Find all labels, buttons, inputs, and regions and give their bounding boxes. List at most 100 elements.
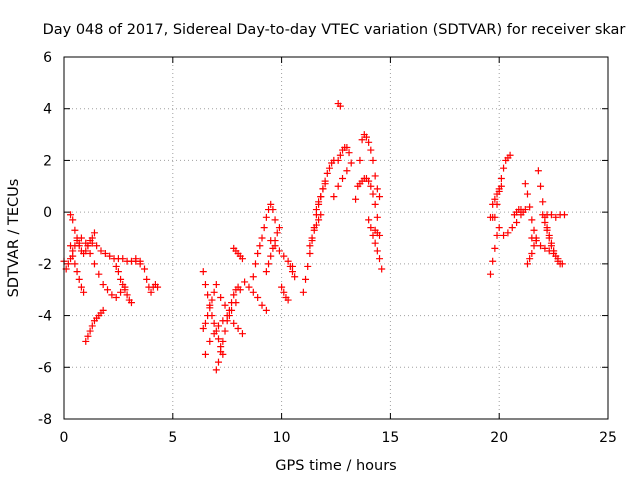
data-point (212, 366, 220, 374)
data-point (221, 327, 229, 335)
data-point (532, 237, 540, 245)
data-point (267, 200, 275, 208)
data-point (526, 255, 534, 263)
data-point (217, 348, 225, 356)
data-point (284, 257, 292, 265)
data-point (302, 275, 310, 283)
series-arc-29 (365, 216, 386, 273)
data-point (77, 283, 85, 291)
data-point (127, 299, 135, 307)
data-point (251, 260, 259, 268)
data-point (136, 260, 144, 268)
data-point (286, 262, 294, 270)
data-point (347, 159, 355, 167)
data-point (506, 151, 514, 159)
series-arc-25 (330, 159, 355, 201)
data-point (500, 231, 508, 239)
data-point (86, 250, 94, 258)
data-point (334, 182, 342, 190)
data-point (249, 273, 257, 281)
data-point (339, 175, 347, 183)
data-point (254, 293, 262, 301)
chart-title: Day 048 of 2017, Sidereal Day-to-day VTE… (43, 22, 626, 38)
data-point (223, 317, 231, 325)
data-point (495, 224, 503, 232)
data-point (90, 229, 98, 237)
data-point (80, 288, 88, 296)
data-point (225, 312, 233, 320)
x-tick-label: 15 (381, 430, 399, 446)
data-point (325, 164, 333, 172)
data-point (369, 231, 377, 239)
series-arc-37 (523, 237, 540, 268)
data-point (376, 193, 384, 201)
data-point (143, 275, 151, 283)
series-arc-28 (356, 175, 381, 221)
data-point (317, 211, 325, 219)
data-point (249, 288, 257, 296)
data-point (491, 244, 499, 252)
data-point (262, 306, 270, 314)
data-point (545, 234, 553, 242)
data-point (73, 234, 81, 242)
data-point (86, 327, 94, 335)
data-point (201, 350, 209, 358)
data-point (308, 234, 316, 242)
data-point (254, 250, 262, 258)
data-point (284, 296, 292, 304)
data-point (547, 242, 555, 250)
data-point (323, 169, 331, 177)
data-point (528, 234, 536, 242)
data-point (204, 312, 212, 320)
data-point (108, 291, 116, 299)
data-point (204, 291, 212, 299)
data-point (373, 213, 381, 221)
series-arc-26 (334, 144, 353, 164)
data-point (271, 242, 279, 250)
x-tick-label: 5 (168, 430, 177, 446)
data-point (560, 211, 568, 219)
axis-ticks: 0 5 10 15 20 25 -8 -6 -4 -2 0 2 4 6 (38, 50, 617, 446)
series-arc-21 (299, 156, 338, 296)
series-arc-33 (489, 182, 505, 208)
data-point (67, 242, 75, 250)
data-point (84, 242, 92, 250)
data-point (141, 265, 149, 273)
data-point (82, 337, 90, 345)
data-point (262, 213, 270, 221)
data-point (71, 226, 79, 234)
data-point (315, 198, 323, 206)
data-point (67, 211, 75, 219)
data-point (547, 211, 555, 219)
data-point (238, 330, 246, 338)
data-point (278, 283, 286, 291)
data-point (214, 322, 222, 330)
data-point (497, 182, 505, 190)
data-point (230, 319, 238, 327)
data-point (371, 239, 379, 247)
data-point (369, 156, 377, 164)
data-point (491, 213, 499, 221)
data-point (280, 252, 288, 260)
data-point (362, 133, 370, 141)
data-point (90, 260, 98, 268)
data-point (99, 281, 107, 289)
data-point (504, 229, 512, 237)
data-point (369, 190, 377, 198)
data-point (273, 229, 281, 237)
data-point (212, 281, 220, 289)
data-point (132, 257, 140, 265)
data-point (537, 182, 545, 190)
data-point (219, 337, 227, 345)
data-point (528, 250, 536, 258)
data-point (201, 319, 209, 327)
y-tick-label: 0 (43, 205, 52, 221)
series-arc-24 (334, 100, 344, 110)
series-arc-22 (306, 211, 325, 250)
data-point (376, 231, 384, 239)
y-tick-label: -2 (38, 257, 52, 273)
series-arc-14 (230, 244, 246, 263)
series-arc-15 (241, 278, 270, 314)
data-point (267, 252, 275, 260)
